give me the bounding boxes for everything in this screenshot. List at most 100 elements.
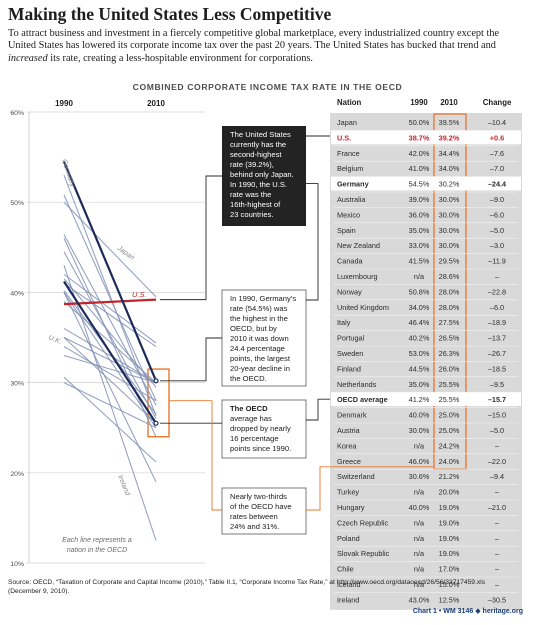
oecd-callout-line: average has [230, 414, 272, 423]
table-cell: 21.2% [439, 472, 460, 481]
table-cell: –7.6 [490, 149, 504, 158]
table-cell: 24.2% [439, 441, 460, 450]
table-cell: 54.5% [409, 180, 430, 189]
table-cell: – [495, 549, 500, 558]
table-cell: – [495, 565, 500, 574]
table-row-highlight [331, 176, 521, 191]
table-cell: –13.7 [488, 334, 506, 343]
table-cell: Greece [337, 457, 361, 466]
us-callout-line: 16th-highest of [230, 200, 281, 209]
table-cell: 38.7% [409, 133, 430, 142]
us-callout-line: rate was the [230, 190, 271, 199]
table-cell: –26.7 [488, 349, 506, 358]
table-cell: 15.0% [439, 580, 460, 589]
table-cell: – [495, 272, 500, 281]
table-cell: 20.0% [439, 488, 460, 497]
table-cell: – [495, 534, 500, 543]
series-line-highlight [63, 280, 157, 424]
line-label-uk: U.K. [47, 334, 62, 346]
table-cell: Japan [337, 118, 357, 127]
intro-part1: To attract business and investment in a … [8, 28, 500, 52]
table-cell: –15.7 [488, 395, 506, 404]
table-cell: –5.0 [490, 426, 504, 435]
us-callout-line: currently has the [230, 140, 286, 149]
table-cell: – [495, 518, 500, 527]
table-cell: 30.6% [409, 472, 430, 481]
series-line [63, 292, 157, 428]
series-line [63, 282, 157, 347]
table-cell: – [495, 441, 500, 450]
series-line [63, 292, 157, 483]
table-header: 2010 [440, 98, 458, 107]
table-cell: 26.5% [439, 334, 460, 343]
table-cell: –7.0 [490, 164, 504, 173]
table-cell: 25.5% [439, 395, 460, 404]
chart-note-line: nation in the OECD [67, 547, 127, 554]
table-cell: 25.0% [439, 426, 460, 435]
us-callout-line: 23 countries. [230, 210, 273, 219]
series-line [63, 174, 157, 417]
germany-callout-line: 24.4 percentage [230, 344, 285, 353]
table-cell: 40.0% [409, 503, 430, 512]
table-cell: Luxembourg [337, 272, 378, 281]
table-cell: 29.5% [439, 257, 460, 266]
table-cell: Czech Republic [337, 518, 388, 527]
heritage-logo-icon: ◆ [475, 608, 481, 615]
table-cell: 42.0% [409, 149, 430, 158]
table-cell: 17.0% [439, 565, 460, 574]
series-line [63, 376, 157, 463]
series-line [63, 328, 157, 384]
table-cell: 27.5% [439, 318, 460, 327]
germany-leader-chart [160, 337, 222, 382]
oecd-leader-table [306, 398, 330, 421]
line-label-ireland: Ireland [116, 474, 131, 497]
range-callout-line: rates between [230, 512, 278, 521]
footer-site: heritage.org [482, 608, 523, 615]
page-title: Making the United States Less Competitiv… [8, 4, 332, 24]
germany-callout-line: points, the largest [230, 354, 291, 363]
us-callout-line: rate (39.2%), [230, 160, 274, 169]
oecd-callout-line: The OECD [230, 404, 268, 413]
range-callout-line: Nearly two-thirds [230, 492, 287, 501]
oecd-callout-box [221, 399, 307, 459]
us-callout-line: The United States [230, 130, 291, 139]
table-cell: 30.2% [439, 180, 460, 189]
table-cell: –5.0 [490, 226, 504, 235]
germany-end-marker [153, 378, 159, 384]
table-cell: 34.0% [409, 303, 430, 312]
table-cell: 40.0% [409, 411, 430, 420]
table-cell: – [495, 488, 500, 497]
table-cell: –9.4 [490, 472, 504, 481]
table-row-highlight [331, 392, 521, 407]
table-cell: 46.0% [409, 457, 430, 466]
chart-title: COMBINED CORPORATE INCOME TAX RATE IN TH… [132, 82, 403, 92]
table-cell: New Zealand [337, 241, 380, 250]
range-leader-table [306, 466, 434, 511]
y-tick-label: 40% [10, 290, 24, 297]
table-cell: Mexico [337, 210, 360, 219]
range-callout-box [221, 487, 307, 535]
range-callout-line: of the OECD have [230, 502, 292, 511]
germany-callout-line: the highest in the [230, 314, 288, 323]
table-cell: –6.0 [490, 210, 504, 219]
range-callout-line: 24% and 31%. [230, 522, 279, 531]
table-cell: Spain [337, 226, 356, 235]
y-tick-label: 50% [10, 200, 24, 207]
line-label-germany: Germany [60, 158, 76, 188]
source-note: Source: OECD, “Taxation of Corporate and… [8, 579, 486, 595]
germany-callout-line: OECD, but by [230, 324, 277, 333]
line-label-japan: Japan [115, 244, 135, 262]
table-cell: 41.0% [409, 164, 430, 173]
series-line [63, 201, 157, 298]
germany-callout-line: In 1990, Germany’s [230, 294, 296, 303]
table-cell: 28.0% [439, 303, 460, 312]
table-cell: 36.0% [409, 210, 430, 219]
table-cell: n/a [414, 534, 425, 543]
us-callout-line: In 1990, the U.S. [230, 180, 287, 189]
table-cell: Belgium [337, 164, 363, 173]
us-leader-chart [160, 175, 222, 301]
table-cell: 19.0% [439, 518, 460, 527]
table-cell: 19.0% [439, 503, 460, 512]
y-tick-label: 30% [10, 381, 24, 388]
chart-note-line: Each line represents a [62, 537, 132, 544]
